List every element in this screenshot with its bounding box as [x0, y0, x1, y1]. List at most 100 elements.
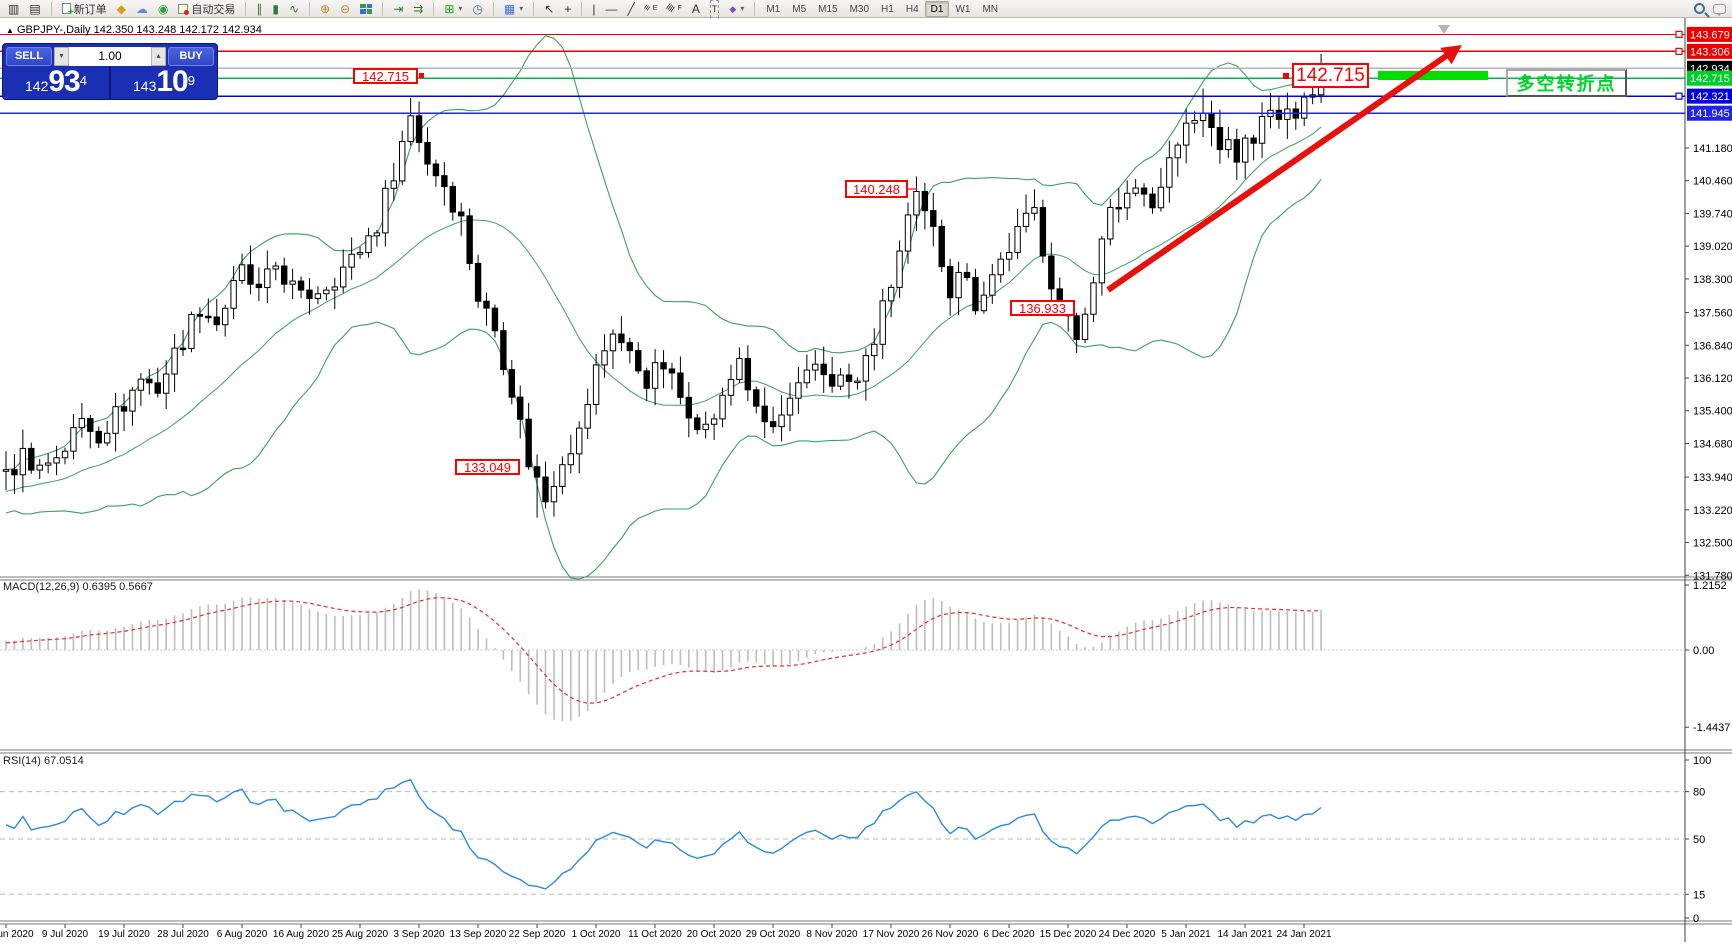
price-tick: 131.780 — [1693, 570, 1732, 582]
price-line-badge: 142.715 — [1690, 73, 1730, 85]
price-annotation-136933[interactable]: 136.933 — [1010, 300, 1075, 316]
date-tick: 9 Jul 2020 — [42, 929, 89, 940]
date-tick: 16 Aug 2020 — [273, 929, 330, 940]
trendline-icon[interactable]: ╱ — [627, 1, 635, 16]
new-order-button[interactable]: 新订单 — [57, 1, 112, 18]
macd-label: MACD(12,26,9) 0.6395 0.5667 — [3, 581, 153, 593]
date-tick: 17 Nov 2020 — [863, 929, 920, 940]
sell-price[interactable]: 142 93 4 — [3, 66, 111, 99]
price-tick: 134.680 — [1693, 438, 1732, 450]
trend-arrow[interactable] — [1106, 50, 1453, 293]
horizontal-line-icon[interactable]: — — [605, 1, 618, 16]
date-tick: 20 Oct 2020 — [687, 929, 742, 940]
price-annotation-140248[interactable]: 140.248 — [845, 180, 908, 198]
price-line-badge: 143.306 — [1690, 46, 1730, 58]
sell-button[interactable]: SELL — [6, 46, 52, 66]
price-annotation-133049[interactable]: 133.049 — [455, 459, 520, 475]
buy-price-sup: 9 — [187, 73, 195, 88]
date-tick: 24 Dec 2020 — [1099, 929, 1156, 940]
date-tick: 22 Sep 2020 — [509, 929, 566, 940]
price-annotation-142715-right[interactable]: 142.715 — [1292, 63, 1369, 88]
signals-icon[interactable]: ◉ — [157, 1, 169, 16]
date-tick: 1 Oct 2020 — [572, 929, 621, 940]
fibonacci-icon[interactable]: ≣ F — [664, 2, 682, 15]
profiles-icon[interactable]: ▤ — [29, 1, 41, 16]
date-tick: 25 Aug 2020 — [332, 929, 389, 940]
timeframe-mn[interactable]: MN — [982, 3, 998, 15]
crosshair-icon[interactable]: + — [564, 1, 572, 16]
channel-icon[interactable]: ≡ E — [641, 3, 658, 14]
deposit-icon[interactable]: ◆ — [116, 1, 126, 16]
symbol-ohlc-text: GBPJPY-,Daily 142.350 143.248 142.172 14… — [16, 24, 262, 36]
window-icon[interactable]: ▥ — [8, 1, 20, 16]
rsi-tick: 80 — [1693, 787, 1705, 799]
add-indicator-icon[interactable]: ⊞ ▾ — [444, 1, 463, 16]
template-icon[interactable]: ▦ ▾ — [503, 1, 524, 16]
timeframe-m1[interactable]: M1 — [766, 3, 781, 15]
auto-scroll-icon[interactable]: ⇉ — [413, 1, 424, 16]
label-icon[interactable]: T — [705, 0, 725, 18]
line-handle[interactable] — [1675, 47, 1683, 55]
price-tick: 135.400 — [1693, 406, 1732, 418]
highlight-bar[interactable] — [1378, 71, 1488, 80]
buy-price[interactable]: 143 10 9 — [111, 66, 217, 99]
line-handle[interactable] — [1675, 92, 1683, 100]
line-chart-type-icon[interactable]: ∿ — [289, 1, 300, 16]
volume-decrease-button[interactable]: ▼ — [54, 46, 69, 66]
date-tick: 3 Sep 2020 — [393, 929, 445, 940]
price-tick: 139.020 — [1693, 241, 1732, 253]
community-icon[interactable]: ☁ — [135, 1, 148, 16]
cursor-icon[interactable]: ↖ — [544, 1, 555, 16]
timeframe-m30[interactable]: M30 — [849, 3, 870, 15]
price-tick: 132.500 — [1693, 538, 1732, 550]
chart-shift-marker[interactable] — [1438, 25, 1450, 34]
date-tick: 13 Sep 2020 — [450, 929, 507, 940]
timeframe-h1[interactable]: H1 — [881, 3, 894, 15]
period-icon[interactable]: ◷ — [472, 1, 483, 16]
zoom-in-icon[interactable]: ⊕ — [320, 1, 331, 16]
timeframe-group: M1 M5 M15 M30 H1 H4 D1 W1 MN — [757, 0, 1007, 18]
line-handle[interactable] — [1675, 30, 1683, 39]
buy-button[interactable]: BUY — [168, 46, 214, 66]
turning-point-note[interactable]: 多空转折点 — [1506, 69, 1627, 97]
volume-control: ▼ 1.00 ▲ — [54, 46, 166, 66]
new-order-icon — [61, 3, 74, 18]
chart-shift-icon[interactable]: ⇥ — [393, 1, 404, 16]
sell-price-prefix: 142 — [25, 78, 49, 94]
search-icon[interactable] — [1694, 3, 1705, 14]
rsi-label: RSI(14) 67.0514 — [3, 755, 84, 767]
timeframe-d1[interactable]: D1 — [924, 0, 950, 17]
timeframe-h4[interactable]: H4 — [905, 3, 919, 15]
timeframe-m5[interactable]: M5 — [792, 3, 807, 15]
macd-histogram — [5, 589, 1322, 722]
autotrading-icon — [178, 3, 190, 15]
tile-windows-icon[interactable] — [355, 1, 377, 17]
price-annotation-142715-left[interactable]: 142.715 — [353, 68, 418, 84]
autotrading-button[interactable]: 自动交易 — [173, 1, 240, 17]
bar-chart-type-icon[interactable]: ∥ — [256, 1, 263, 16]
zoom-out-icon[interactable]: ⊖ — [340, 1, 351, 16]
volume-input[interactable]: 1.00 — [98, 48, 122, 63]
price-tick: 138.300 — [1693, 274, 1732, 286]
price-tick: 137.560 — [1693, 308, 1732, 320]
timeframe-m15[interactable]: M15 — [818, 3, 838, 15]
candle-chart-type-icon[interactable]: ▮ — [272, 1, 280, 16]
date-tick: 8 Nov 2020 — [806, 929, 858, 940]
rsi-tick: 50 — [1693, 834, 1705, 846]
chat-icon[interactable] — [1713, 3, 1726, 16]
timeframe-w1[interactable]: W1 — [955, 3, 971, 15]
macd-tick: 0.00 — [1693, 645, 1714, 657]
date-tick: 15 Dec 2020 — [1040, 929, 1097, 940]
macd-signal-line — [5, 597, 1322, 704]
sell-price-main: 93 — [48, 65, 80, 98]
volume-increase-button[interactable]: ▲ — [151, 46, 166, 66]
price-line-badge: 142.321 — [1690, 91, 1730, 103]
candles — [2, 54, 1325, 518]
symbol-ohlc-line: ▲ GBPJPY-,Daily 142.350 143.248 142.172 … — [6, 24, 262, 36]
text-icon[interactable]: A — [691, 1, 700, 16]
arrows-icon[interactable]: ◆ ▾ — [729, 3, 745, 14]
price-tick: 136.840 — [1693, 340, 1732, 352]
rsi-tick: 100 — [1693, 755, 1711, 767]
vertical-line-icon[interactable]: | — [592, 1, 596, 16]
